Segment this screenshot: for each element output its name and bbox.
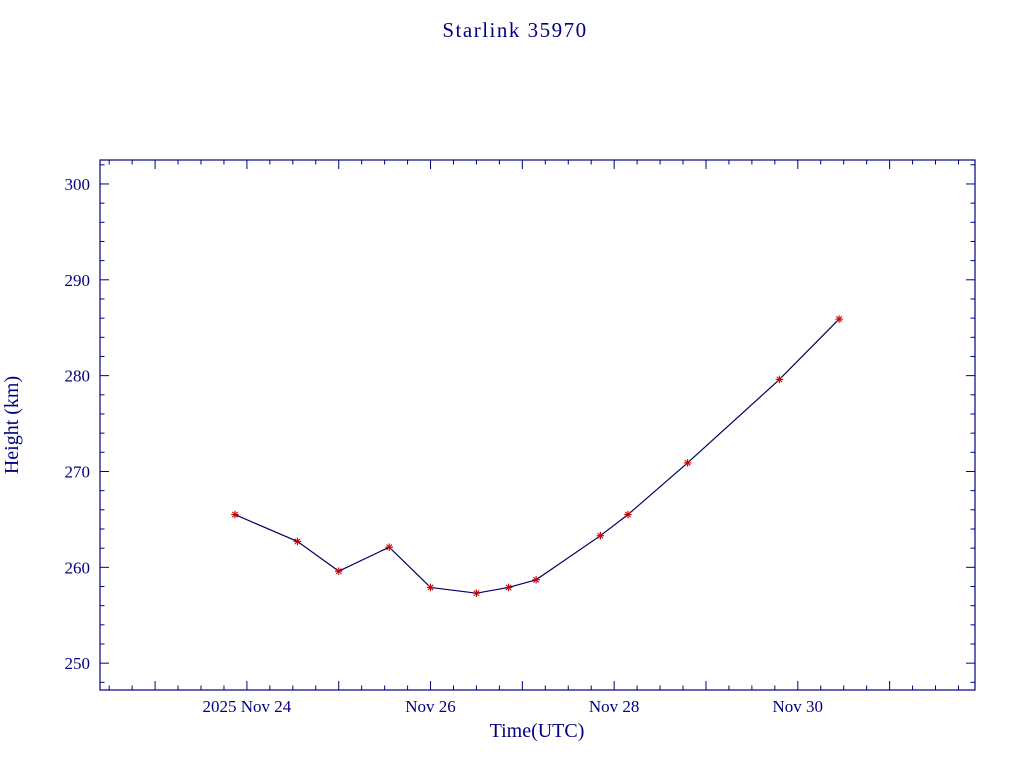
data-point-marker: [231, 510, 239, 519]
data-point-marker: [385, 543, 394, 551]
data-point-marker: [683, 459, 692, 467]
x-tick-labels: 2025 Nov 24 Nov 26 Nov 28 Nov 30: [203, 697, 824, 716]
data-point-marker: [624, 510, 632, 519]
data-point-marker: [775, 375, 784, 384]
plot-frame: [99, 159, 976, 691]
y-tick-label: 290: [65, 271, 91, 290]
data-point-marker: [504, 583, 513, 592]
y-tick-label: 270: [65, 462, 91, 481]
data-point-marker: [532, 575, 540, 584]
height-series-line: [234, 318, 840, 594]
plot-layer: 2025 Nov 24 Nov 26 Nov 28 Nov 30 250 260 270 28…: [65, 159, 976, 716]
data-point-marker: [293, 537, 302, 546]
x-tick-label: 2025 Nov 24: [203, 697, 292, 716]
y-tick-labels: 250 260 270 280 290 300: [65, 175, 91, 673]
y-axis-ticks: [100, 164, 975, 683]
data-point-marker: [334, 567, 343, 575]
data-point-marker: [426, 583, 435, 592]
x-axis-label: Time(UTC): [490, 720, 585, 742]
y-tick-label: 260: [65, 558, 91, 577]
data-point-marker: [596, 531, 605, 540]
x-tick-label: Nov 28: [589, 697, 640, 716]
data-point-markers: [231, 315, 843, 598]
x-axis-ticks: [108, 160, 959, 690]
data-point-marker: [835, 315, 843, 323]
y-tick-label: 300: [65, 175, 91, 194]
x-tick-label: Nov 30: [773, 697, 824, 716]
x-tick-label: Nov 26: [405, 697, 456, 716]
data-point-marker: [472, 589, 481, 598]
y-tick-label: 280: [65, 367, 91, 386]
chart-title: Starlink 35970: [442, 18, 587, 42]
y-axis-label: Height (km): [1, 376, 23, 474]
y-tick-label: 250: [65, 654, 91, 673]
